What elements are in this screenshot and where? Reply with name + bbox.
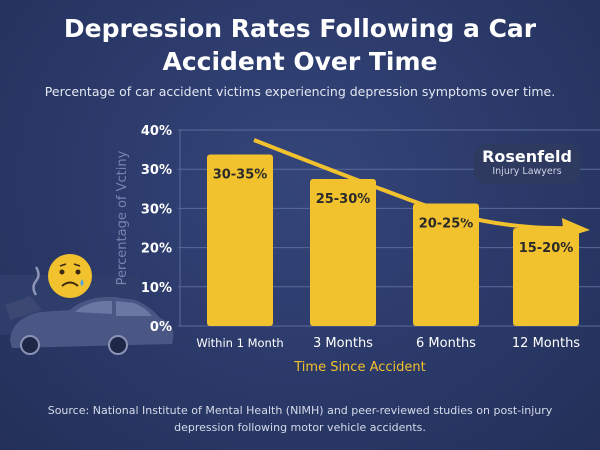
x-tick-label: 3 Months bbox=[313, 336, 373, 351]
bar-data-label: 30-35% bbox=[213, 168, 268, 183]
crashed-car-icon bbox=[0, 266, 174, 355]
y-tick-label: 40% bbox=[141, 124, 172, 139]
x-tick-label: 12 Months bbox=[512, 336, 580, 351]
y-axis-label: Percentage of Vctiny bbox=[115, 150, 130, 285]
logo: Rosenfeld Injury Lawyers bbox=[474, 144, 580, 184]
bar-data-label: 25-30% bbox=[316, 192, 371, 207]
logo-tagline: Injury Lawyers bbox=[492, 166, 562, 177]
y-tick-label: 30% bbox=[141, 202, 172, 217]
y-tick-label: 10% bbox=[141, 281, 172, 296]
trend-arrow bbox=[253, 138, 590, 238]
bar-data-label: 15-20% bbox=[519, 241, 574, 256]
car-accident-illustration bbox=[0, 254, 174, 355]
bar bbox=[413, 203, 479, 326]
source-label: Source: bbox=[47, 404, 90, 417]
y-tick-label: 30% bbox=[141, 163, 172, 178]
y-tick-label: 0% bbox=[150, 320, 172, 335]
bar bbox=[207, 154, 273, 326]
logo-name: Rosenfeld bbox=[482, 147, 572, 166]
x-tick-label: Within 1 Month bbox=[196, 336, 283, 350]
source-text: National Institute of Mental Health (NIM… bbox=[92, 404, 553, 434]
page-title: Depression Rates Following a Car Acciden… bbox=[63, 14, 537, 76]
sad-face-icon bbox=[48, 254, 92, 298]
bar bbox=[513, 228, 579, 326]
y-tick-label: 20% bbox=[141, 242, 172, 257]
x-tick-label: 6 Months bbox=[416, 336, 476, 351]
subtitle: Percentage of car accident victims exper… bbox=[44, 84, 556, 99]
source-note: Source: National Institute of Mental Hea… bbox=[40, 402, 560, 436]
bar-data-label: 20-25% bbox=[419, 217, 474, 232]
bar bbox=[310, 179, 376, 326]
x-axis-label: Time Since Accident bbox=[293, 360, 426, 375]
